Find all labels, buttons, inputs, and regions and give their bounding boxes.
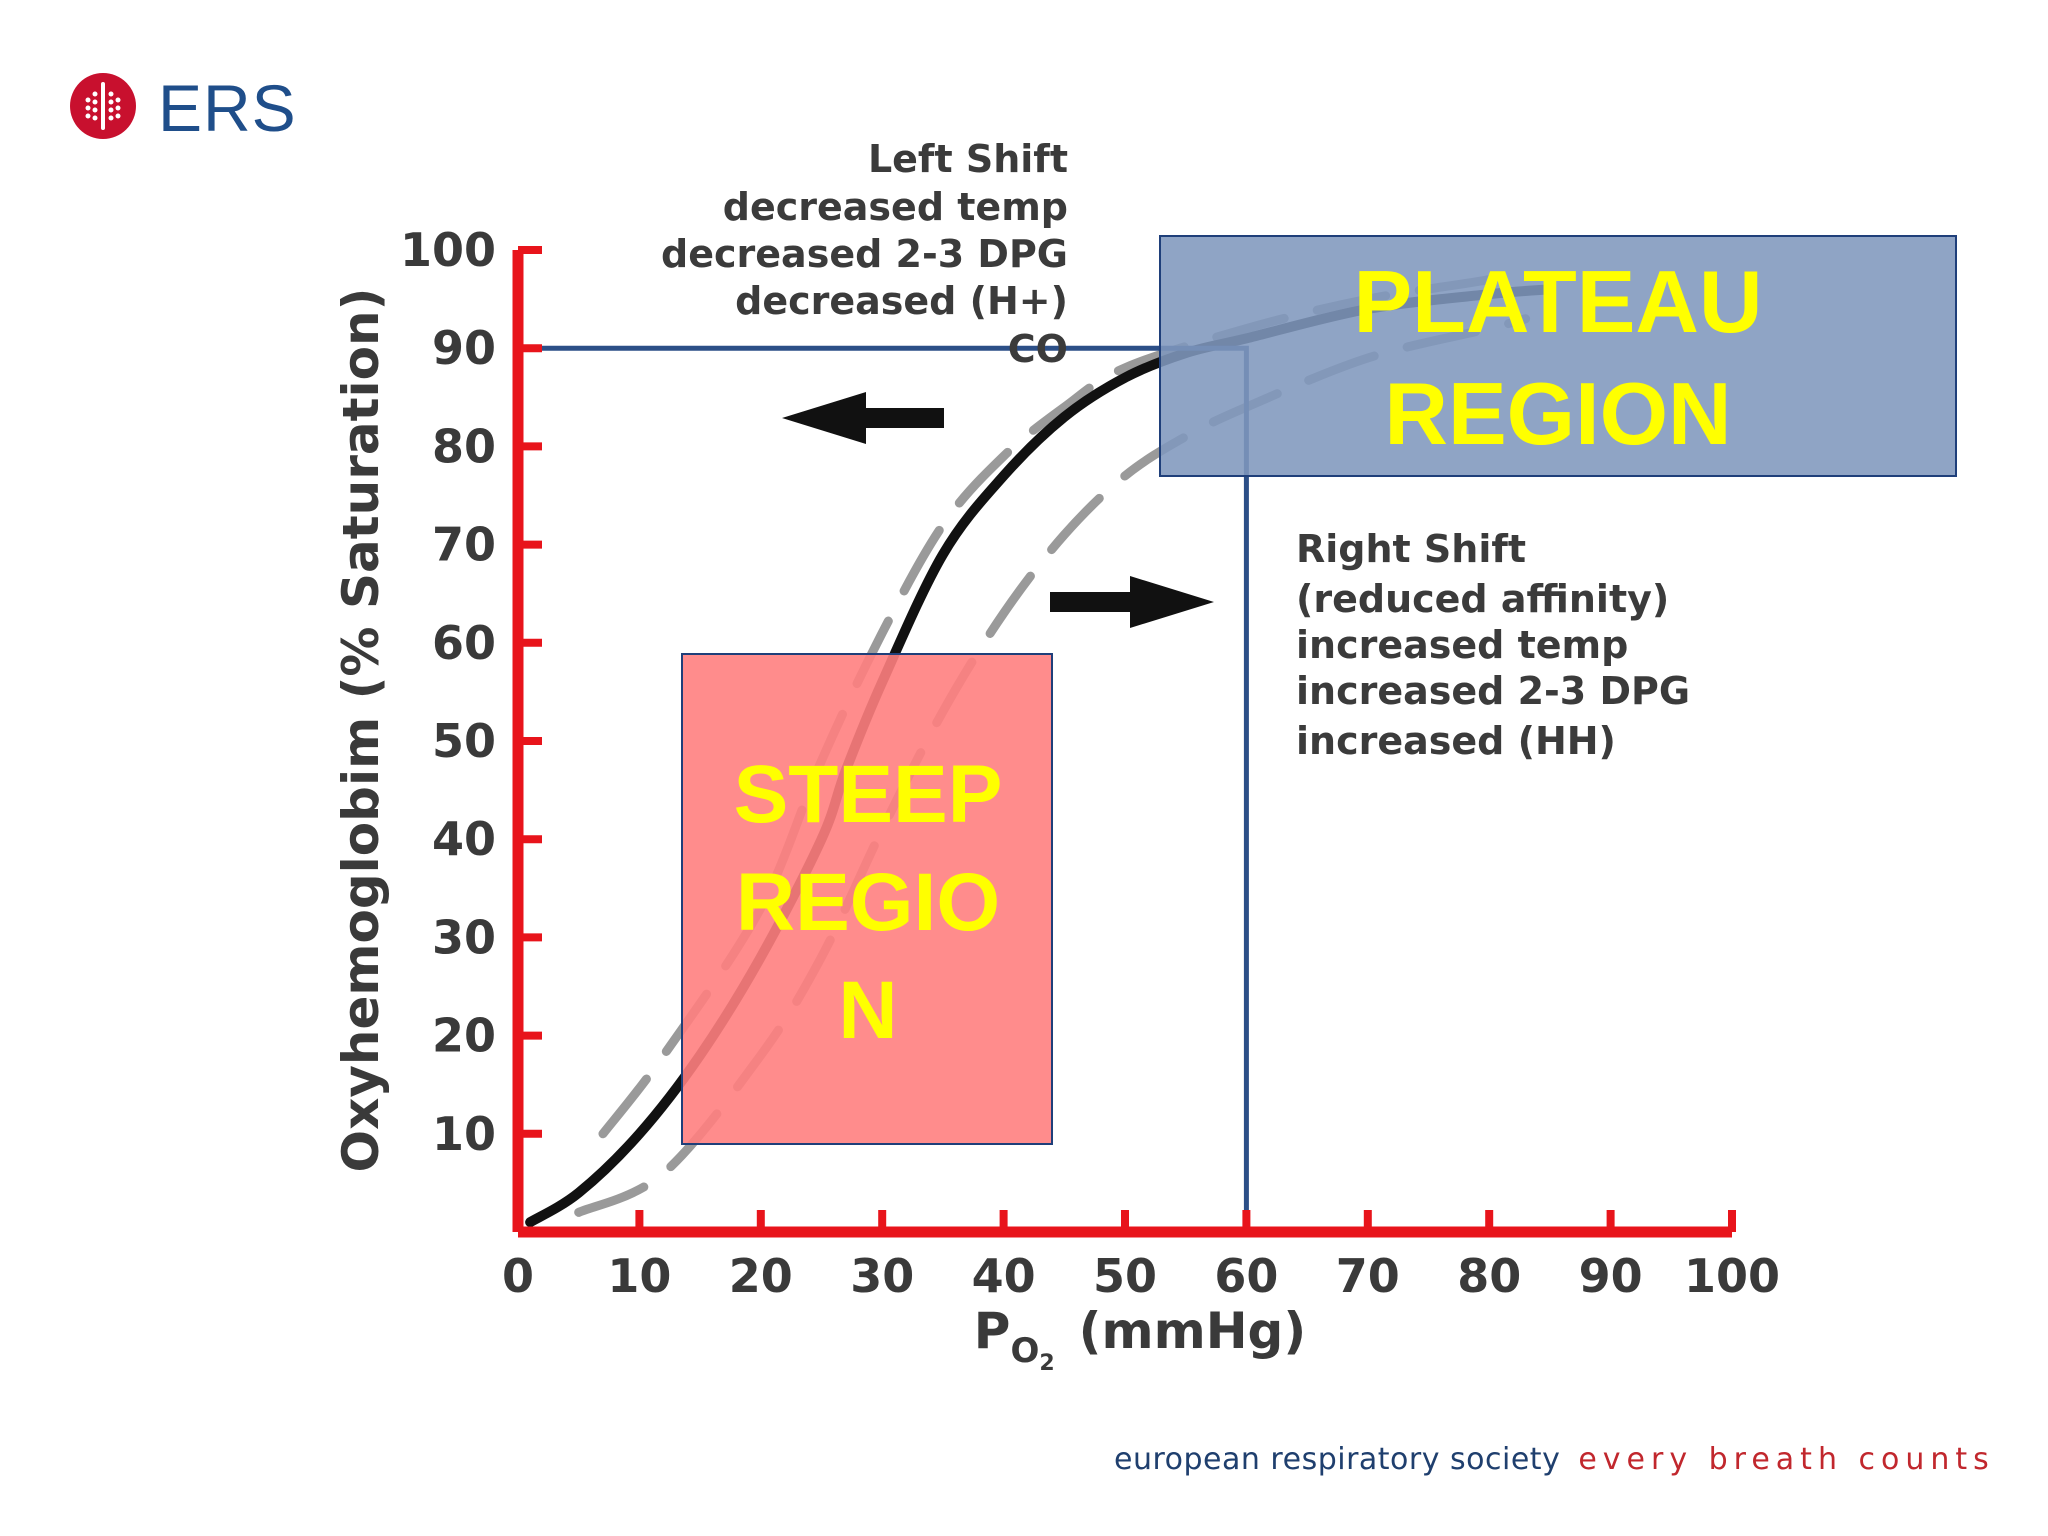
left-shift-line: decreased 2-3 DPG — [661, 232, 1068, 276]
y-tick-label: 70 — [432, 518, 496, 572]
y-tick-label: 10 — [432, 1107, 496, 1161]
right-shift-line: increased (HH) — [1296, 719, 1616, 763]
right-shift-line: increased temp — [1296, 623, 1628, 667]
right-shift-annotation: Right Shift (reduced affinity) increased… — [1296, 527, 1690, 763]
x-tick-label: 20 — [729, 1249, 793, 1303]
y-tick-label: 100 — [400, 223, 496, 277]
logo-text: ERS — [158, 71, 297, 145]
x-axis-title: PO2 (mmHg) — [974, 1302, 1306, 1376]
y-tick-label: 80 — [432, 419, 496, 473]
plateau-region: PLATEAU REGION — [1159, 235, 1957, 477]
left-shift-annotation: Left Shift decreased temp decreased 2-3 … — [661, 137, 1068, 371]
footer-tagline: every breath counts — [1578, 1442, 1995, 1477]
y-tick-label: 20 — [432, 1009, 496, 1063]
x-axis-title-sub2: 2 — [1039, 1351, 1054, 1376]
ers-logo-icon — [70, 73, 136, 139]
y-tick-label: 40 — [432, 812, 496, 866]
y-tick-label: 50 — [432, 714, 496, 768]
x-tick-label: 0 — [502, 1249, 534, 1303]
plateau-region-label: REGION — [1384, 364, 1731, 463]
steep-region: STEEP REGIO N — [681, 653, 1053, 1145]
x-tick-label: 30 — [850, 1249, 914, 1303]
right-arrow-icon — [1050, 576, 1214, 628]
x-axis-title-unit: (mmHg) — [1079, 1302, 1307, 1360]
footer-org: european respiratory society — [1114, 1442, 1561, 1477]
right-shift-line: (reduced affinity) — [1296, 577, 1669, 621]
steep-region-label: N — [838, 965, 897, 1056]
right-shift-line: increased 2-3 DPG — [1296, 669, 1690, 713]
x-tick-label: 70 — [1336, 1249, 1400, 1303]
x-tick-label: 80 — [1457, 1249, 1521, 1303]
footer: european respiratory society every breath… — [1114, 1440, 1995, 1480]
left-shift-line: Left Shift — [868, 137, 1068, 181]
plateau-region-label: PLATEAU — [1353, 252, 1762, 351]
y-axis-title: Oxyhemoglobim (% Saturation) — [332, 288, 390, 1173]
y-tick-label: 30 — [432, 910, 496, 964]
y-tick-label: 60 — [432, 616, 496, 670]
x-axis-title-main: P — [974, 1302, 1011, 1360]
x-axis-title-sub: O — [1010, 1331, 1039, 1371]
right-shift-line: Right Shift — [1296, 527, 1526, 571]
x-tick-label: 40 — [972, 1249, 1036, 1303]
x-tick-label: 50 — [1093, 1249, 1157, 1303]
left-shift-line: decreased (H+) — [735, 279, 1068, 323]
left-arrow-icon — [782, 392, 944, 444]
steep-region-label: STEEP — [734, 749, 1003, 840]
x-tick-label: 10 — [607, 1249, 671, 1303]
y-tick-label: 90 — [432, 321, 496, 375]
x-tick-label: 90 — [1579, 1249, 1643, 1303]
left-shift-line: decreased temp — [723, 185, 1068, 229]
ticks-layer: 0 10 20 30 40 50 60 70 80 90 100 10 20 30 40 50 60 70 80 90… — [400, 223, 1780, 1303]
x-tick-label: 100 — [1684, 1249, 1780, 1303]
steep-region-label: REGIO — [736, 857, 1000, 948]
x-tick-label: 60 — [1214, 1249, 1278, 1303]
left-shift-line: CO — [1008, 327, 1068, 371]
